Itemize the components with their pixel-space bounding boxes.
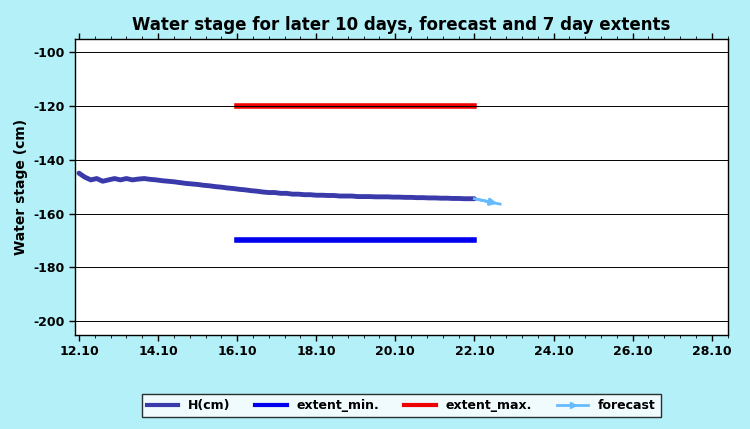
Title: Water stage for later 10 days, forecast and 7 day extents: Water stage for later 10 days, forecast … [132,16,670,34]
Legend: H(cm), extent_min., extent_max., forecast: H(cm), extent_min., extent_max., forecas… [142,394,661,417]
Y-axis label: Water stage (cm): Water stage (cm) [13,118,28,255]
